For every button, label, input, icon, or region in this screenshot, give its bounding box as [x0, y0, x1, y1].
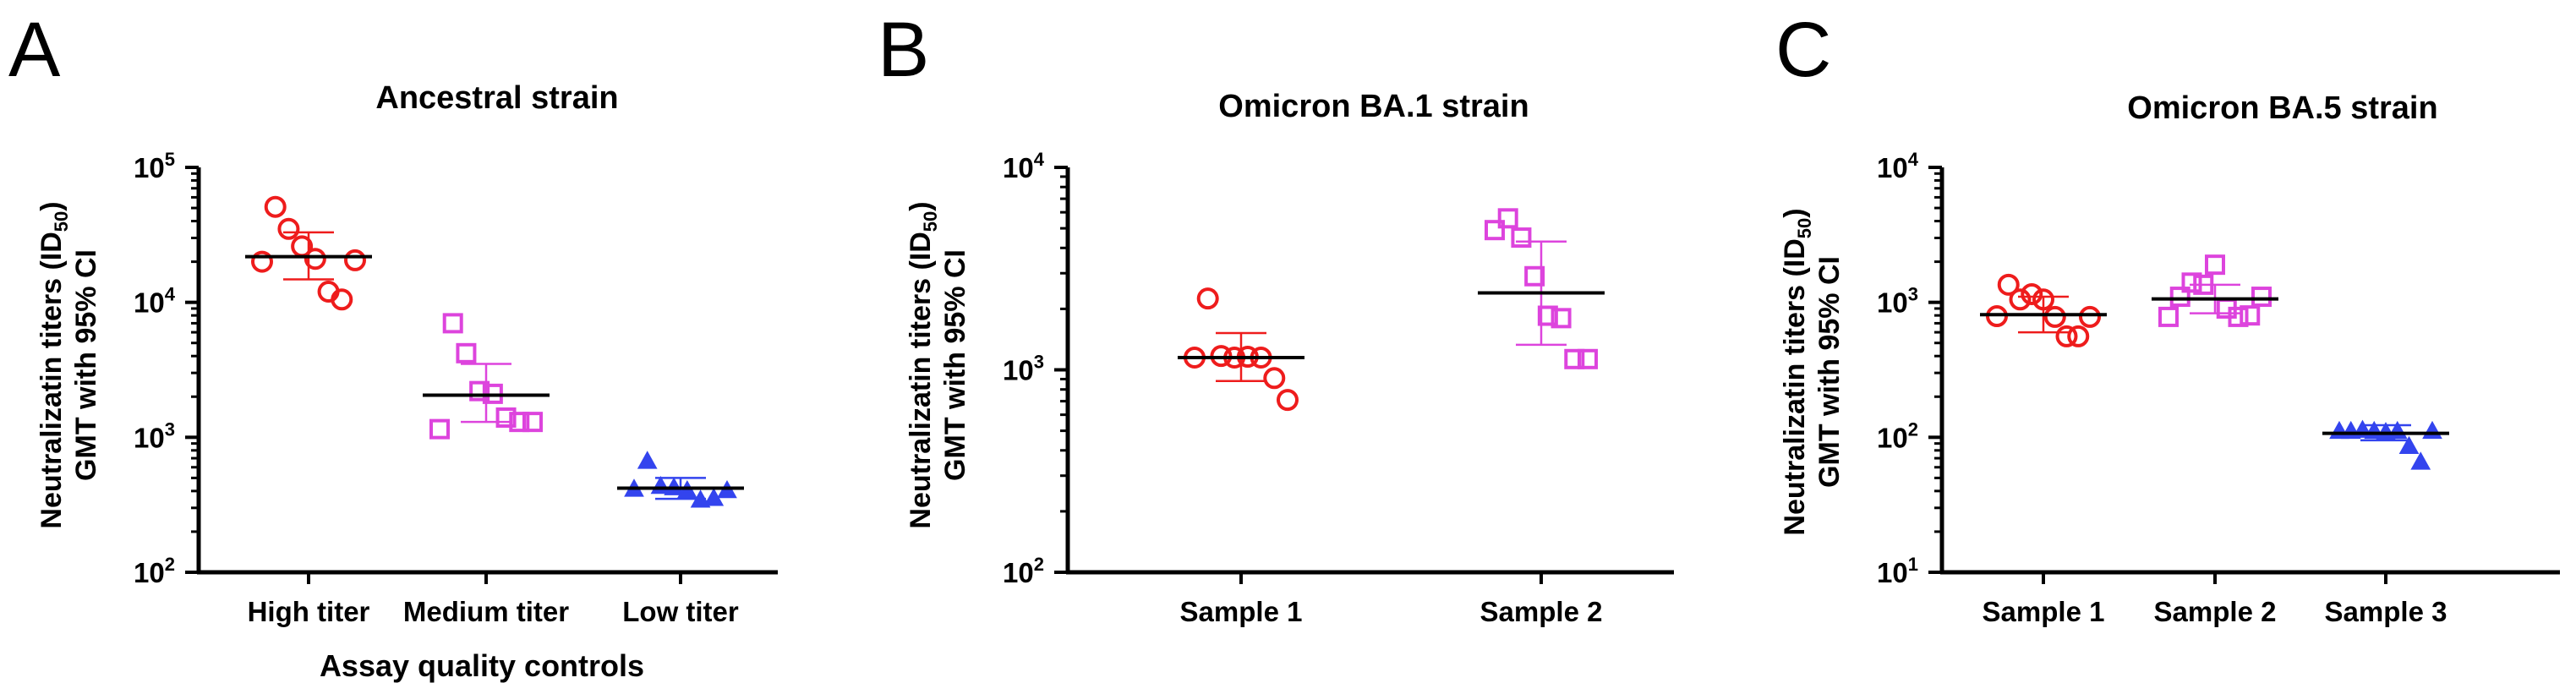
x-tick-label: Sample 3 [2325, 596, 2447, 627]
y-tick-label: 103 [134, 418, 175, 453]
data-point-square [469, 380, 490, 402]
panel-b: B Omicron BA.1 strain Neutralizatin tite… [878, 7, 1674, 627]
data-point-square [456, 342, 477, 363]
data-point-circle [2067, 325, 2090, 347]
data-point-circle [331, 288, 353, 311]
x-tick-label: Sample 2 [2154, 596, 2277, 627]
panel-a-title: Ancestral strain [375, 80, 618, 116]
panel-b-ylabel-line2: GMT with 95% CI [939, 249, 971, 481]
data-point-triangle [2422, 420, 2442, 440]
data-point-square [2205, 254, 2225, 276]
data-point-circle [251, 250, 273, 273]
y-tick-label: 104 [1877, 149, 1919, 183]
data-point-triangle [637, 451, 658, 469]
panel-b-plot: 102 103 104 Sample 1 Sample 2 [1003, 149, 1674, 627]
panel-a: A Ancestral strain Neutralizatin titers … [8, 7, 778, 683]
data-point-square [2169, 287, 2190, 308]
panel-a-xlabel: Assay quality controls [320, 648, 644, 683]
panel-b-title: Omicron BA.1 strain [1218, 89, 1529, 124]
data-point-square [429, 418, 450, 440]
data-point-square [2228, 306, 2249, 327]
data-point-circle [304, 248, 326, 270]
data-point-square [1485, 220, 1505, 241]
data-point-triangle [690, 489, 711, 508]
data-point-circle [2079, 305, 2101, 328]
data-point-circle [1263, 367, 1286, 390]
data-point-triangle [2398, 435, 2420, 455]
y-tick-label: 104 [1003, 149, 1045, 183]
data-point-square [1537, 305, 1558, 326]
data-point-circle [2055, 325, 2078, 347]
data-point-square [1511, 227, 1532, 249]
data-point-square [442, 313, 463, 334]
data-point-square [2158, 306, 2179, 327]
data-point-circle [2043, 305, 2066, 328]
data-point-square [1524, 265, 1545, 287]
data-point-square [2193, 274, 2214, 295]
data-point-square [1551, 308, 1572, 329]
data-point-circle [2021, 282, 2043, 305]
y-tick-label: 102 [134, 554, 175, 588]
x-tick-label: High titer [248, 596, 370, 627]
x-tick-label: Medium titer [403, 596, 569, 627]
y-tick-label: 103 [1877, 284, 1918, 319]
y-tick-label: 102 [1877, 418, 1918, 453]
x-tick-label: Sample 1 [1180, 596, 1303, 627]
panel-letter-a: A [8, 7, 61, 93]
y-tick-label: 102 [1003, 554, 1044, 588]
y-tick-label: 105 [134, 149, 175, 183]
data-point-square [509, 412, 530, 433]
data-point-square [495, 407, 517, 429]
panel-b-ylabel-line1: Neutralizatin titers (ID50) [905, 201, 941, 528]
y-tick-label: 103 [1003, 352, 1044, 386]
data-point-square [2251, 287, 2272, 308]
data-point-circle [277, 217, 300, 240]
panel-letter-c: C [1775, 7, 1831, 93]
x-tick-label: Sample 1 [1983, 596, 2105, 627]
x-tick-label: Sample 2 [1480, 596, 1603, 627]
data-point-square [522, 412, 543, 433]
data-point-circle [1997, 273, 2020, 296]
data-point-circle [264, 195, 287, 218]
panel-c-title: Omicron BA.5 strain [2127, 90, 2437, 126]
data-point-square [1578, 348, 1598, 369]
data-point-circle [1196, 287, 1219, 310]
data-point-triangle [2410, 451, 2431, 470]
data-point-square [1497, 208, 1518, 229]
data-point-square [2181, 272, 2202, 293]
panel-letter-b: B [878, 7, 929, 93]
panel-c-plot: 101 102 103 104 Sample 1 Sample 2 Sample 3 [1877, 149, 2560, 627]
data-point-circle [1277, 389, 1299, 412]
panel-a-plot: 102 103 104 105 High titer Medium titer Low ti… [134, 149, 778, 627]
y-tick-label: 101 [1877, 554, 1918, 588]
panel-c: C Omicron BA.5 strain Neutralizatin tite… [1775, 7, 2560, 627]
panel-c-ylabel-line1: Neutralizatin titers (ID50) [1779, 208, 1815, 535]
panel-a-ylabel-line1: Neutralizatin titers (ID50) [36, 201, 72, 528]
data-point-square [2240, 305, 2261, 326]
panel-a-ylabel-line2: GMT with 95% CI [70, 249, 102, 481]
data-point-circle [344, 249, 366, 271]
x-tick-label: Low titer [622, 596, 739, 627]
data-point-square [1564, 348, 1585, 369]
data-point-circle [2032, 288, 2054, 311]
data-point-circle [2009, 288, 2032, 311]
y-tick-label: 104 [134, 284, 176, 319]
panel-c-ylabel-line2: GMT with 95% CI [1813, 256, 1846, 488]
